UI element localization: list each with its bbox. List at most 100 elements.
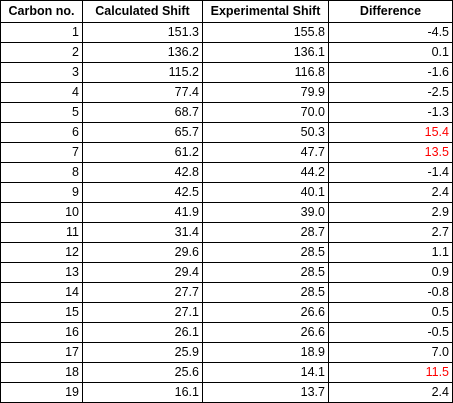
header-calculated-shift[interactable]: Calculated Shift [82, 0, 203, 23]
cell-experimental-shift[interactable]: 28.7 [202, 222, 329, 243]
cell-carbon-no[interactable]: 9 [0, 182, 83, 203]
cell-experimental-shift[interactable]: 116.8 [202, 62, 329, 83]
cell-carbon-no[interactable]: 17 [0, 342, 83, 363]
cell-experimental-shift[interactable]: 26.6 [202, 302, 329, 323]
cell-difference[interactable]: 2.7 [328, 222, 453, 243]
cell-carbon-no[interactable]: 8 [0, 162, 83, 183]
cell-carbon-no[interactable]: 11 [0, 222, 83, 243]
cell-carbon-no[interactable]: 13 [0, 262, 83, 283]
header-difference[interactable]: Difference [328, 0, 453, 23]
table-row: 10 41.9 39.0 2.9 [0, 202, 453, 223]
cell-calculated-shift[interactable]: 41.9 [82, 202, 203, 223]
table-row: 3 115.2 116.8 -1.6 [0, 62, 453, 83]
cell-experimental-shift[interactable]: 14.1 [202, 362, 329, 383]
header-experimental-shift[interactable]: Experimental Shift [202, 0, 329, 23]
cell-calculated-shift[interactable]: 68.7 [82, 102, 203, 123]
table-row: 1 151.3 155.8 -4.5 [0, 22, 453, 43]
cell-carbon-no[interactable]: 5 [0, 102, 83, 123]
table-row: 19 16.1 13.7 2.4 [0, 382, 453, 403]
cell-carbon-no[interactable]: 1 [0, 22, 83, 43]
cell-difference[interactable]: 2.4 [328, 182, 453, 203]
table-row: 18 25.6 14.1 11.5 [0, 362, 453, 383]
cell-calculated-shift[interactable]: 61.2 [82, 142, 203, 163]
cell-calculated-shift[interactable]: 25.9 [82, 342, 203, 363]
cell-experimental-shift[interactable]: 136.1 [202, 42, 329, 63]
cell-calculated-shift[interactable]: 25.6 [82, 362, 203, 383]
cell-difference[interactable]: -1.4 [328, 162, 453, 183]
cell-experimental-shift[interactable]: 79.9 [202, 82, 329, 103]
cell-carbon-no[interactable]: 18 [0, 362, 83, 383]
cell-calculated-shift[interactable]: 42.8 [82, 162, 203, 183]
cell-carbon-no[interactable]: 4 [0, 82, 83, 103]
cell-difference[interactable]: -4.5 [328, 22, 453, 43]
cell-difference[interactable]: 7.0 [328, 342, 453, 363]
cell-carbon-no[interactable]: 15 [0, 302, 83, 323]
cell-experimental-shift[interactable]: 40.1 [202, 182, 329, 203]
cell-difference[interactable]: 13.5 [328, 142, 453, 163]
cell-calculated-shift[interactable]: 77.4 [82, 82, 203, 103]
table-row: 4 77.4 79.9 -2.5 [0, 82, 453, 103]
cell-carbon-no[interactable]: 6 [0, 122, 83, 143]
cell-calculated-shift[interactable]: 42.5 [82, 182, 203, 203]
cell-calculated-shift[interactable]: 151.3 [82, 22, 203, 43]
table-row: 14 27.7 28.5 -0.8 [0, 282, 453, 303]
cell-calculated-shift[interactable]: 115.2 [82, 62, 203, 83]
header-row: Carbon no. Calculated Shift Experimental… [0, 0, 453, 23]
cell-experimental-shift[interactable]: 28.5 [202, 262, 329, 283]
cell-calculated-shift[interactable]: 27.1 [82, 302, 203, 323]
cell-difference[interactable]: 2.9 [328, 202, 453, 223]
cell-carbon-no[interactable]: 3 [0, 62, 83, 83]
table-row: 7 61.2 47.7 13.5 [0, 142, 453, 163]
table-row: 15 27.1 26.6 0.5 [0, 302, 453, 323]
table-row: 5 68.7 70.0 -1.3 [0, 102, 453, 123]
cell-experimental-shift[interactable]: 26.6 [202, 322, 329, 343]
cell-calculated-shift[interactable]: 65.7 [82, 122, 203, 143]
header-carbon-no[interactable]: Carbon no. [0, 0, 83, 23]
cell-calculated-shift[interactable]: 27.7 [82, 282, 203, 303]
cell-experimental-shift[interactable]: 50.3 [202, 122, 329, 143]
table-body: 1 151.3 155.8 -4.5 2 136.2 136.1 0.1 3 115.2 116.8… [0, 22, 453, 403]
table-header: Carbon no. Calculated Shift Experimental… [0, 0, 453, 23]
cell-difference[interactable]: -0.5 [328, 322, 453, 343]
cell-difference[interactable]: 2.4 [328, 382, 453, 403]
cell-difference[interactable]: 0.5 [328, 302, 453, 323]
table-row: 9 42.5 40.1 2.4 [0, 182, 453, 203]
cell-difference[interactable]: 15.4 [328, 122, 453, 143]
cell-calculated-shift[interactable]: 31.4 [82, 222, 203, 243]
table-row: 13 29.4 28.5 0.9 [0, 262, 453, 283]
cell-experimental-shift[interactable]: 28.5 [202, 242, 329, 263]
cell-difference[interactable]: -2.5 [328, 82, 453, 103]
cell-difference[interactable]: -1.3 [328, 102, 453, 123]
table-row: 6 65.7 50.3 15.4 [0, 122, 453, 143]
cell-experimental-shift[interactable]: 39.0 [202, 202, 329, 223]
cell-difference[interactable]: -1.6 [328, 62, 453, 83]
cell-experimental-shift[interactable]: 44.2 [202, 162, 329, 183]
cell-experimental-shift[interactable]: 18.9 [202, 342, 329, 363]
cell-calculated-shift[interactable]: 26.1 [82, 322, 203, 343]
cell-difference[interactable]: 1.1 [328, 242, 453, 263]
cell-carbon-no[interactable]: 19 [0, 382, 83, 403]
cell-experimental-shift[interactable]: 13.7 [202, 382, 329, 403]
cell-carbon-no[interactable]: 7 [0, 142, 83, 163]
cell-experimental-shift[interactable]: 155.8 [202, 22, 329, 43]
cell-calculated-shift[interactable]: 29.6 [82, 242, 203, 263]
cell-experimental-shift[interactable]: 47.7 [202, 142, 329, 163]
cell-carbon-no[interactable]: 16 [0, 322, 83, 343]
cell-difference[interactable]: -0.8 [328, 282, 453, 303]
cell-carbon-no[interactable]: 10 [0, 202, 83, 223]
cell-experimental-shift[interactable]: 28.5 [202, 282, 329, 303]
cell-calculated-shift[interactable]: 16.1 [82, 382, 203, 403]
cell-carbon-no[interactable]: 14 [0, 282, 83, 303]
table-row: 11 31.4 28.7 2.7 [0, 222, 453, 243]
cell-carbon-no[interactable]: 12 [0, 242, 83, 263]
cell-difference[interactable]: 11.5 [328, 362, 453, 383]
cell-difference[interactable]: 0.9 [328, 262, 453, 283]
table-row: 8 42.8 44.2 -1.4 [0, 162, 453, 183]
cell-calculated-shift[interactable]: 29.4 [82, 262, 203, 283]
cell-calculated-shift[interactable]: 136.2 [82, 42, 203, 63]
table-row: 17 25.9 18.9 7.0 [0, 342, 453, 363]
cell-experimental-shift[interactable]: 70.0 [202, 102, 329, 123]
cell-carbon-no[interactable]: 2 [0, 42, 83, 63]
cell-difference[interactable]: 0.1 [328, 42, 453, 63]
